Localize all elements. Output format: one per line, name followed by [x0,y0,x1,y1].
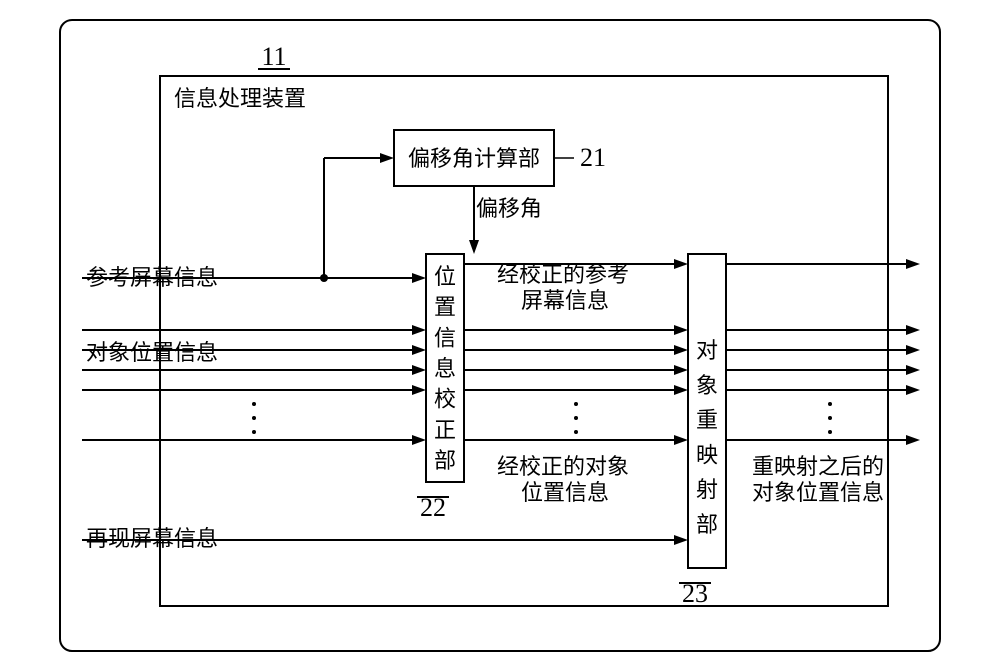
block-23-char: 射 [696,477,718,502]
vdots-mid [574,402,578,434]
block-22-char: 校 [434,387,456,412]
label-remap-obj-2: 对象位置信息 [752,480,884,505]
block-22-char: 部 [434,448,456,473]
arrow-obj-to-22-2 [82,365,426,375]
block-22-char: 位 [434,264,456,289]
outer-frame [60,20,940,651]
vdots-left [252,402,256,434]
arrow-23-out-5 [726,435,920,445]
label-23: 23 [682,579,708,608]
block-22-char: 正 [434,417,456,442]
block-22-char: 置 [434,295,456,320]
arrow-obj-to-22-4 [82,435,426,445]
block-23-char: 部 [696,512,718,537]
label-11: 11 [261,42,286,71]
label-corrected-ref-1: 经校正的参考 [497,262,629,287]
label-reproduce-screen-info: 再现屏幕信息 [86,526,218,551]
arrow-22-to-23-obj-4 [464,435,688,445]
label-remap-obj-1: 重映射之后的 [752,454,884,479]
label-corrected-obj-1: 经校正的对象 [497,454,629,479]
arrow-23-out-1 [726,325,920,335]
block-23-char: 象 [696,373,718,398]
arrow-23-out-0 [726,259,920,269]
block-22-char: 息 [434,356,456,381]
arrow-obj-to-22-0 [82,325,426,335]
arrow-22-to-23-obj-1 [464,345,688,355]
main-box-title: 信息处理装置 [174,86,306,111]
label-21: 21 [580,143,606,172]
arrow-23-out-3 [726,365,920,375]
block-22-char: 信 [434,325,456,350]
label-22: 22 [420,493,446,522]
vdots-right [828,402,832,434]
label-corrected-obj-2: 位置信息 [521,480,609,505]
block-23-char: 对 [696,338,718,363]
arrow-22-to-23-obj-2 [464,365,688,375]
arrow-obj-to-22-3 [82,385,426,395]
label-corrected-ref-2: 屏幕信息 [521,288,609,313]
arrow-22-to-23-obj-3 [464,385,688,395]
block-21-title: 偏移角计算部 [408,146,540,171]
arrow-22-to-23-obj-0 [464,325,688,335]
arrow-node-to-21 [324,153,394,278]
arrow-23-out-4 [726,385,920,395]
label-object-position-info: 对象位置信息 [86,340,218,365]
block-23-char: 映 [696,442,718,467]
arrow-23-out-2 [726,345,920,355]
block-23-char: 重 [696,408,718,433]
label-offset-angle: 偏移角 [476,196,542,221]
